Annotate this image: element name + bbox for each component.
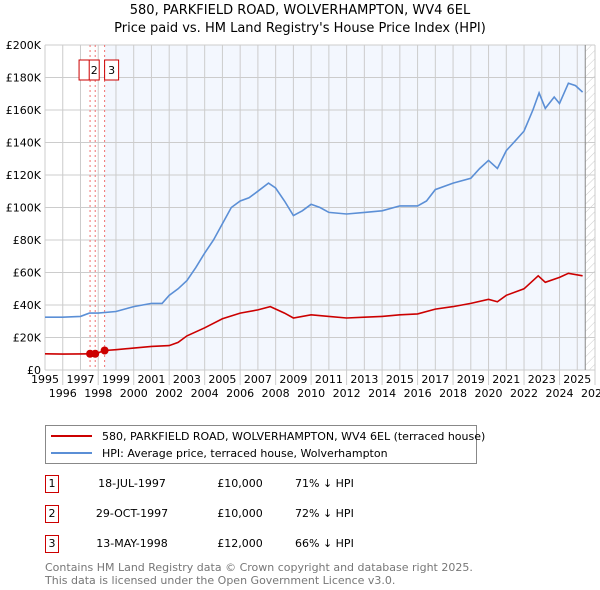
legend-hpi-label: HPI: Average price, terraced house, Wolv… bbox=[102, 446, 388, 460]
sale-row: 2 29-OCT-1997 £10,000 72% ↓ HPI bbox=[45, 505, 445, 523]
x-tick-label: 2014 bbox=[368, 387, 396, 400]
sale-label-box bbox=[78, 59, 91, 81]
x-tick-label: 2005 bbox=[208, 373, 236, 386]
x-tick-label: 2024 bbox=[546, 387, 574, 400]
x-tick-label: 2002 bbox=[155, 387, 183, 400]
sale-number: 1 bbox=[45, 475, 59, 493]
y-tick-label: £60K bbox=[13, 267, 42, 280]
y-tick-label: £0 bbox=[27, 364, 41, 377]
x-tick-label: 2000 bbox=[120, 387, 148, 400]
y-tick-label: £160K bbox=[6, 104, 42, 117]
legend: 580, PARKFIELD ROAD, WOLVERHAMPTON, WV4 … bbox=[45, 425, 485, 464]
y-tick-label: £140K bbox=[6, 137, 42, 150]
x-tick-label: 2020 bbox=[475, 387, 503, 400]
sale-date: 13-MAY-1998 bbox=[96, 537, 168, 550]
sale-label-box bbox=[104, 59, 120, 81]
y-tick-label: £100K bbox=[6, 202, 42, 215]
sale-hpi-diff: 72% ↓ HPI bbox=[295, 507, 354, 520]
y-tick-label: £180K bbox=[6, 72, 42, 85]
x-tick-label: 2019 bbox=[457, 373, 485, 386]
x-tick-label: 1995 bbox=[31, 373, 59, 386]
y-tick-label: £80K bbox=[13, 234, 42, 247]
sale-date: 18-JUL-1997 bbox=[98, 477, 166, 490]
x-tick-label: 2018 bbox=[439, 387, 467, 400]
chart-title: 580, PARKFIELD ROAD, WOLVERHAMPTON, WV4 … bbox=[129, 3, 471, 18]
property-price-line bbox=[44, 272, 583, 355]
sale-price: £10,000 bbox=[217, 507, 263, 520]
y-tick-label: £120K bbox=[6, 169, 42, 182]
footer: Contains HM Land Registry data © Crown c… bbox=[45, 561, 473, 587]
x-tick-label: 2016 bbox=[404, 387, 432, 400]
x-tick-label: 2010 bbox=[297, 387, 325, 400]
x-tick-label: 2004 bbox=[191, 387, 219, 400]
sale-date: 29-OCT-1997 bbox=[95, 507, 169, 520]
x-tick-label: 2012 bbox=[333, 387, 361, 400]
x-tick-label: 2003 bbox=[173, 373, 201, 386]
x-tick-label: 2021 bbox=[492, 373, 520, 386]
legend-hpi-swatch bbox=[51, 452, 92, 454]
sale-number: 2 bbox=[45, 505, 59, 523]
sale-hpi-diff: 71% ↓ HPI bbox=[295, 477, 354, 490]
footer-line: This data is licensed under the Open Gov… bbox=[45, 574, 396, 587]
x-tick-label: 1996 bbox=[49, 387, 77, 400]
x-tick-label: 2017 bbox=[421, 373, 449, 386]
y-tick-label: £20K bbox=[13, 332, 42, 345]
sale-price: £12,000 bbox=[217, 537, 263, 550]
hpi-line bbox=[45, 82, 584, 319]
x-tick-label: 2008 bbox=[262, 387, 290, 400]
x-tick-label: 2022 bbox=[510, 387, 538, 400]
sale-row: 1 18-JUL-1997 £10,000 71% ↓ HPI bbox=[45, 475, 445, 493]
x-tick-label: 2025 bbox=[563, 373, 591, 386]
sale-point bbox=[100, 346, 109, 355]
footer-line: Contains HM Land Registry data © Crown c… bbox=[45, 561, 473, 574]
chart-subtitle: Price paid vs. HM Land Registry's House … bbox=[114, 21, 486, 36]
x-tick-label: 2011 bbox=[315, 373, 343, 386]
price-chart: 1995199619971998199920002001200220032004… bbox=[6, 39, 600, 400]
x-tick-label: 1998 bbox=[84, 387, 112, 400]
legend-property-label: 580, PARKFIELD ROAD, WOLVERHAMPTON, WV4 … bbox=[102, 429, 486, 443]
x-tick-label: 2015 bbox=[386, 373, 414, 386]
x-tick-label: 2001 bbox=[137, 373, 165, 386]
x-tick-label: 2026 bbox=[581, 387, 600, 400]
x-tick-label: 2006 bbox=[226, 387, 254, 400]
x-tick-label: 2023 bbox=[528, 373, 556, 386]
sale-row: 3 13-MAY-1998 £12,000 66% ↓ HPI bbox=[45, 535, 445, 553]
sale-label-box bbox=[88, 59, 100, 81]
sale-price: £10,000 bbox=[217, 477, 263, 490]
y-tick-label: £40K bbox=[13, 299, 42, 312]
x-tick-label: 1997 bbox=[66, 373, 94, 386]
sale-label: 2 bbox=[91, 64, 98, 77]
x-tick-label: 2007 bbox=[244, 373, 272, 386]
sale-point bbox=[91, 349, 100, 358]
y-tick-label: £200K bbox=[6, 39, 42, 52]
x-tick-label: 2013 bbox=[350, 373, 378, 386]
sale-hpi-diff: 66% ↓ HPI bbox=[295, 537, 354, 550]
x-tick-label: 2009 bbox=[279, 373, 307, 386]
legend-property-swatch bbox=[51, 435, 92, 437]
x-tick-label: 1999 bbox=[102, 373, 130, 386]
sale-number: 3 bbox=[45, 535, 59, 553]
sale-label: 3 bbox=[108, 64, 115, 77]
